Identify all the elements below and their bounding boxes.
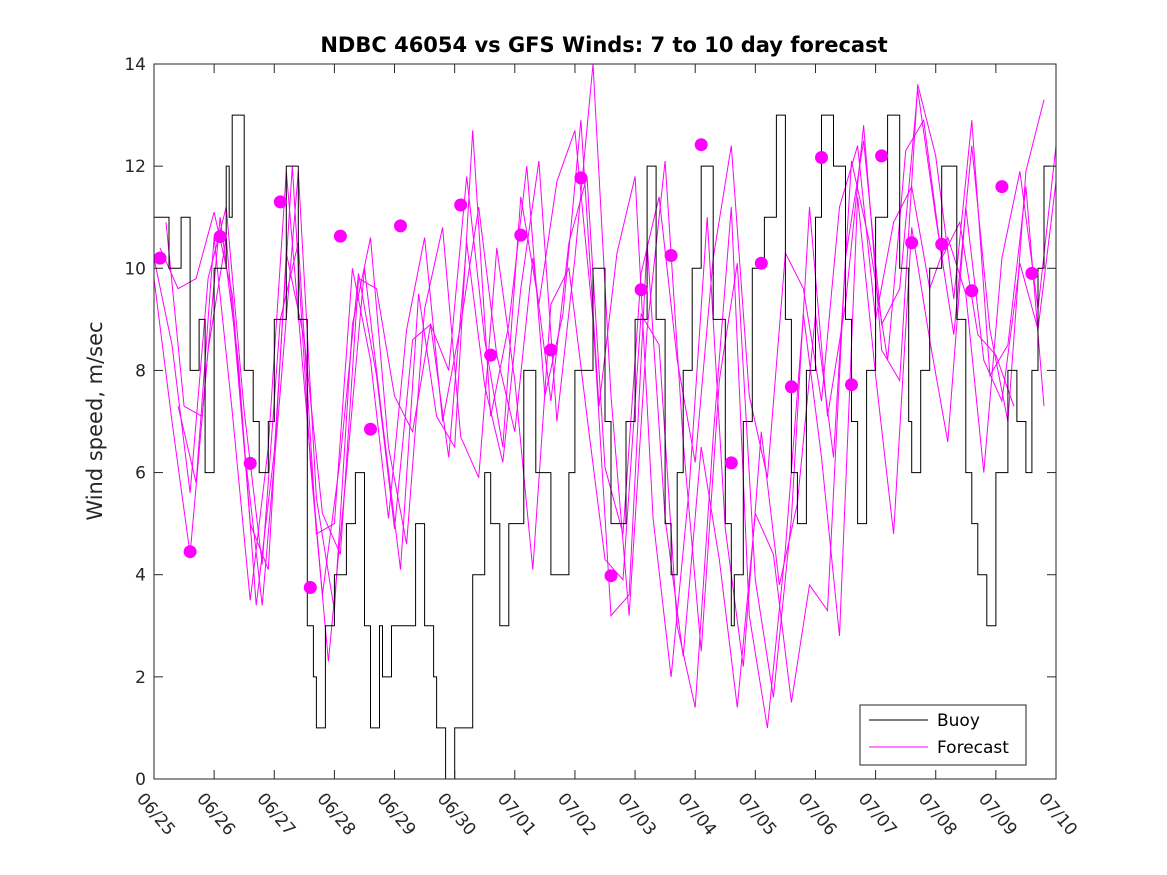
- forecast-marker: [845, 378, 858, 392]
- y-ticks: 0 2 4 6 8 10 12 14: [124, 55, 1056, 790]
- y-tick-label: 12: [124, 157, 146, 177]
- forecast-marker: [1025, 266, 1039, 280]
- y-tick-label: 6: [135, 464, 146, 484]
- forecast-marker: [664, 249, 678, 262]
- y-tick-label: 2: [135, 668, 146, 688]
- forecast-marker: [995, 180, 1009, 194]
- forecast-marker: [784, 380, 798, 394]
- legend-buoy-label: Buoy: [937, 711, 980, 731]
- forecast-marker: [815, 151, 828, 164]
- forecast-marker: [454, 198, 468, 212]
- forecast-markers: [153, 138, 1039, 594]
- forecast-marker: [905, 236, 919, 250]
- forecast-marker: [183, 545, 197, 559]
- y-axis-label: Wind speed, m/sec: [83, 321, 107, 520]
- forecast-marker: [364, 422, 377, 436]
- forecast-marker: [574, 171, 588, 185]
- y-tick-label: 8: [135, 361, 146, 381]
- buoy-line: [154, 114, 1050, 780]
- legend-forecast-label: Forecast: [937, 738, 1009, 758]
- buoy-series: [154, 114, 1050, 780]
- forecast-series-5: [177, 63, 1045, 698]
- forecast-marker: [514, 228, 528, 242]
- forecast-marker: [394, 219, 407, 233]
- forecast-marker: [935, 237, 949, 251]
- forecast-marker: [694, 138, 708, 152]
- forecast-marker: [213, 230, 227, 244]
- forecast-marker: [273, 195, 287, 209]
- y-tick-label: 10: [124, 259, 146, 279]
- forecast-marker: [333, 229, 347, 243]
- forecast-marker: [303, 581, 317, 594]
- forecast-marker: [484, 348, 498, 362]
- legend: Buoy Forecast: [859, 704, 1027, 766]
- forecast-marker: [153, 251, 167, 265]
- axes-box: [153, 63, 1057, 780]
- legend-box: [859, 704, 1027, 766]
- y-tick-label: 0: [135, 770, 146, 790]
- forecast-series-2: [153, 171, 1057, 728]
- y-tick-label: 4: [135, 566, 146, 586]
- forecast-marker: [754, 256, 768, 270]
- forecast-marker: [965, 284, 979, 298]
- forecast-marker: [243, 456, 257, 470]
- forecast-marker: [634, 283, 648, 297]
- forecast-marker: [604, 569, 618, 583]
- y-tick-label: 14: [124, 55, 146, 75]
- forecast-marker: [875, 149, 889, 163]
- chart-title: NDBC 46054 vs GFS Winds: 7 to 10 day for…: [320, 33, 887, 57]
- forecast-marker: [544, 343, 558, 357]
- forecast-marker: [724, 456, 738, 470]
